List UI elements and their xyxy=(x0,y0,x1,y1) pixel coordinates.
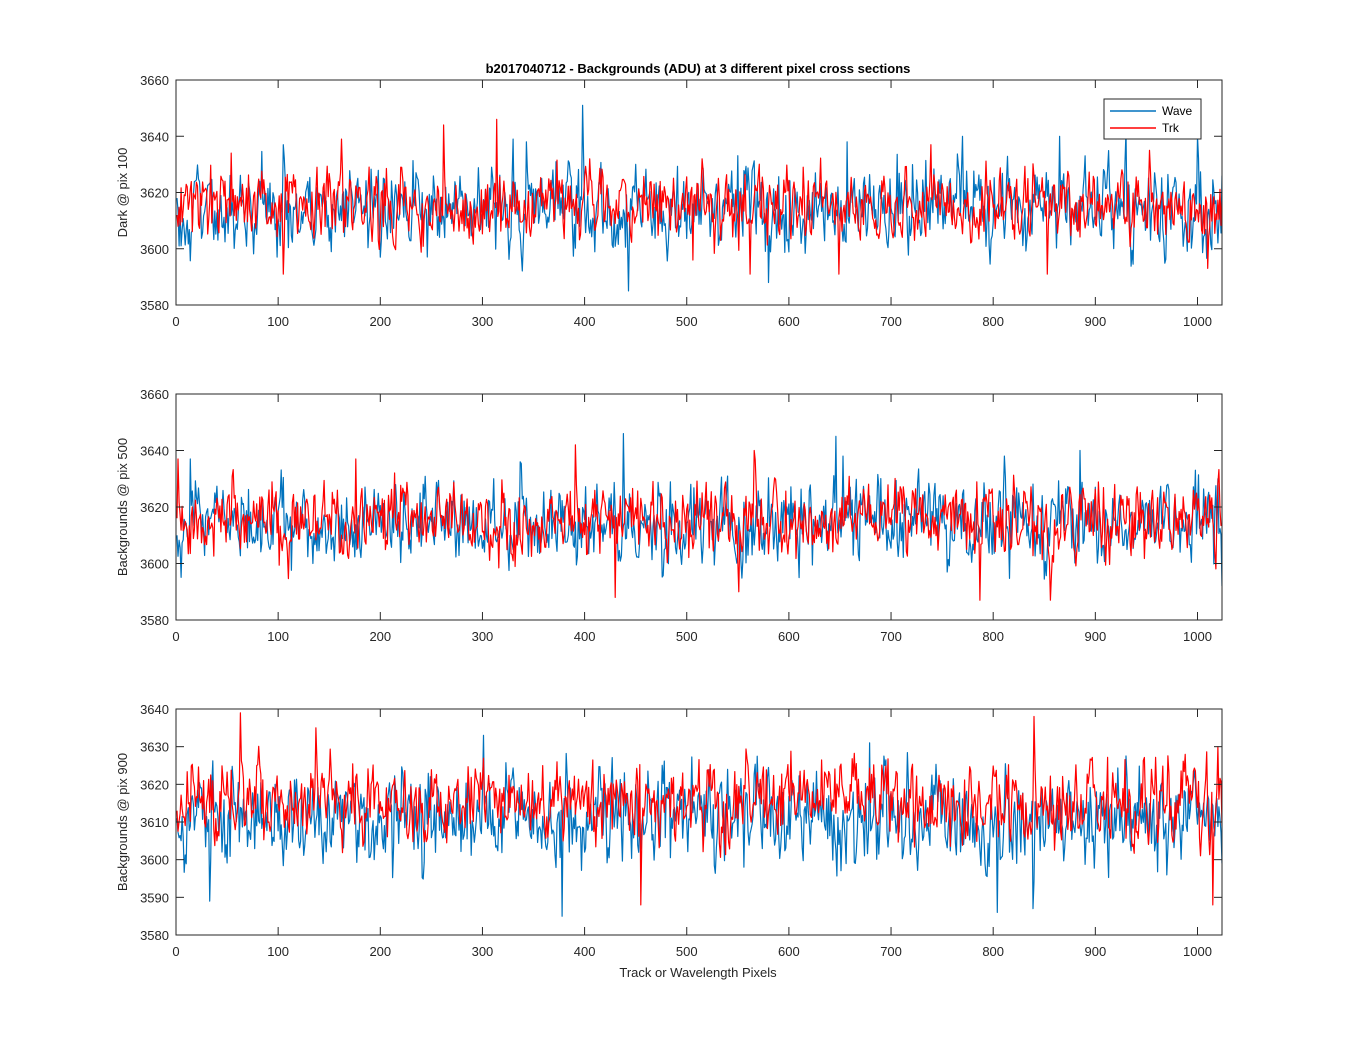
x-tick-label: 200 xyxy=(369,314,391,329)
series-group xyxy=(176,104,1222,292)
legend-label-wave: Wave xyxy=(1162,104,1193,118)
x-tick-label: 600 xyxy=(778,629,800,644)
x-tick-label: 100 xyxy=(267,944,289,959)
x-tick-label: 100 xyxy=(267,629,289,644)
y-axis-label: Backgrounds @ pix 500 xyxy=(115,438,130,576)
x-tick-label: 300 xyxy=(472,944,494,959)
x-tick-label: 900 xyxy=(1084,944,1106,959)
x-tick-label: 0 xyxy=(172,629,179,644)
series-line-trk xyxy=(176,118,1222,275)
x-tick-label: 800 xyxy=(982,944,1004,959)
y-tick-label: 3580 xyxy=(140,613,169,628)
series-line-trk xyxy=(176,712,1222,906)
y-tick-label: 3630 xyxy=(140,740,169,755)
x-tick-label: 500 xyxy=(676,629,698,644)
x-tick-label: 800 xyxy=(982,314,1004,329)
legend-box xyxy=(1103,98,1202,140)
legend: Wave Trk xyxy=(1103,98,1202,140)
x-tick-label: 500 xyxy=(676,944,698,959)
x-tick-label: 600 xyxy=(778,314,800,329)
x-tick-label: 0 xyxy=(172,314,179,329)
x-tick-label: 1000 xyxy=(1183,944,1212,959)
x-tick-label: 700 xyxy=(880,629,902,644)
subplots: 0 100 200 300 400 500 600 700 800 900 100035803600… xyxy=(115,73,1223,959)
y-tick-label: 3620 xyxy=(140,500,169,515)
y-tick-label: 3580 xyxy=(140,298,169,313)
x-tick-label: 600 xyxy=(778,944,800,959)
x-tick-label: 200 xyxy=(369,629,391,644)
y-tick-label: 3600 xyxy=(140,242,169,257)
y-tick-label: 3580 xyxy=(140,928,169,943)
x-tick-label: 1000 xyxy=(1183,314,1212,329)
figure-title: b2017040712 - Backgrounds (ADU) at 3 dif… xyxy=(486,61,911,76)
x-axis-label: Track or Wavelength Pixels xyxy=(619,965,777,980)
y-tick-label: 3660 xyxy=(140,73,169,88)
y-axis-label: Backgrounds @ pix 900 xyxy=(115,753,130,891)
y-tick-label: 3640 xyxy=(140,129,169,144)
x-tick-label: 300 xyxy=(472,314,494,329)
x-tick-label: 300 xyxy=(472,629,494,644)
x-tick-label: 900 xyxy=(1084,314,1106,329)
x-tick-label: 400 xyxy=(574,944,596,959)
subplot-1: 0 100 200 300 400 500 600 700 800 900 1000 3580 3600… xyxy=(115,73,1223,329)
x-tick-label: 100 xyxy=(267,314,289,329)
series-group xyxy=(176,433,1222,601)
subplot-2: 0 100 200 300 400 500 600 700 800 900 1000 3580 3600… xyxy=(115,387,1223,644)
x-tick-label: 1000 xyxy=(1183,629,1212,644)
y-tick-label: 3620 xyxy=(140,777,169,792)
y-tick-label: 3640 xyxy=(140,444,169,459)
y-tick-label: 3590 xyxy=(140,890,169,905)
x-tick-label: 0 xyxy=(172,944,179,959)
series-line-trk xyxy=(176,444,1222,601)
y-tick-label: 3610 xyxy=(140,815,169,830)
legend-label-trk: Trk xyxy=(1162,121,1180,135)
y-tick-label: 3600 xyxy=(140,557,169,572)
y-tick-label: 3620 xyxy=(140,186,169,201)
x-tick-label: 500 xyxy=(676,314,698,329)
y-tick-label: 3660 xyxy=(140,387,169,402)
x-tick-label: 400 xyxy=(574,314,596,329)
y-tick-label: 3600 xyxy=(140,853,169,868)
series-group xyxy=(176,712,1222,917)
x-tick-label: 200 xyxy=(369,944,391,959)
x-tick-label: 800 xyxy=(982,629,1004,644)
y-axis-label: Dark @ pix 100 xyxy=(115,148,130,238)
x-tick-label: 400 xyxy=(574,629,596,644)
x-tick-label: 700 xyxy=(880,944,902,959)
x-tick-label: 900 xyxy=(1084,629,1106,644)
y-tick-label: 3640 xyxy=(140,702,169,717)
subplot-3: 0 100 200 300 400 500 600 700 800 900 1000 3580 3590… xyxy=(115,702,1223,959)
x-tick-label: 700 xyxy=(880,314,902,329)
